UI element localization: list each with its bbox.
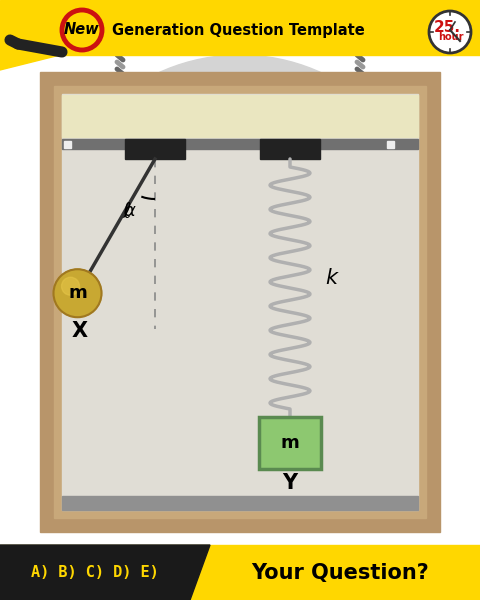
- Bar: [260, 139, 320, 159]
- Bar: [354, 107, 366, 112]
- Circle shape: [53, 269, 101, 317]
- Bar: [113, 95, 127, 101]
- Bar: [259, 417, 321, 469]
- Bar: [62, 496, 418, 510]
- Polygon shape: [0, 545, 210, 600]
- Bar: [355, 99, 365, 109]
- Text: Y: Y: [282, 473, 298, 493]
- Text: Your Question?: Your Question?: [251, 563, 429, 583]
- Text: α: α: [123, 202, 135, 220]
- Text: A) B) C) D) E): A) B) C) D) E): [31, 565, 159, 580]
- Bar: [115, 99, 125, 109]
- Circle shape: [429, 11, 471, 53]
- Bar: [259, 417, 321, 469]
- Bar: [114, 107, 126, 112]
- Bar: [0, 545, 480, 600]
- Polygon shape: [0, 55, 60, 70]
- Bar: [54, 86, 426, 518]
- Circle shape: [61, 277, 80, 295]
- Text: 25.: 25.: [433, 19, 460, 34]
- Bar: [125, 139, 185, 159]
- Text: hour: hour: [438, 32, 464, 42]
- Text: m: m: [281, 434, 300, 452]
- Circle shape: [62, 10, 102, 50]
- Text: m: m: [68, 284, 87, 302]
- Text: ℓ: ℓ: [122, 202, 131, 222]
- Text: k: k: [325, 268, 337, 288]
- Bar: [40, 72, 440, 532]
- Text: Generation Question Template: Generation Question Template: [112, 22, 365, 37]
- Bar: [62, 94, 418, 510]
- Bar: [0, 0, 480, 55]
- Bar: [387, 141, 394, 148]
- Text: X: X: [72, 321, 87, 341]
- Bar: [64, 141, 71, 148]
- Bar: [353, 95, 367, 101]
- Ellipse shape: [45, 55, 435, 445]
- Bar: [62, 95, 418, 137]
- Bar: [62, 139, 418, 149]
- Text: New: New: [64, 22, 100, 37]
